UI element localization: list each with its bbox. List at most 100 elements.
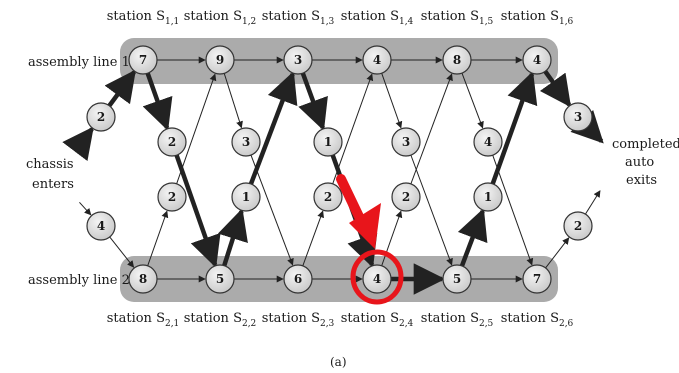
station-1-5-value: 8	[453, 53, 461, 67]
transfer-1-to-2-5-value: 4	[484, 135, 492, 149]
entry-cost-2-edge	[109, 236, 135, 268]
station-1-1-value: 7	[139, 53, 147, 67]
transfer-2-to-1-4-value: 2	[402, 190, 410, 204]
exit-cost-2-edge	[584, 190, 601, 215]
transfer-1-to-2-in-4	[381, 73, 403, 129]
station-1-1-circle	[128, 45, 158, 75]
transfer-1-to-2-2: 3	[231, 127, 261, 157]
station-1-6-value: 4	[533, 53, 541, 67]
transfer-1-to-2-4: 3	[391, 127, 421, 157]
assembly-line-1-band	[120, 38, 558, 84]
transfer-1-to-2-out-4	[410, 154, 453, 266]
station-label-2-3: station S2,3	[262, 311, 335, 329]
station-1-6-circle	[522, 45, 552, 75]
station-1-3: 3	[283, 45, 313, 75]
transfer-2-to-1-5-value: 1	[484, 190, 492, 204]
svg-text:exits: exits	[626, 173, 657, 188]
station-1-3-circle	[283, 45, 313, 75]
station-label-1-3: station S1,3	[262, 9, 335, 27]
transfer-2-to-1-out-2	[248, 71, 298, 185]
svg-text:chassis: chassis	[26, 157, 74, 172]
figure-caption: (a)	[330, 355, 347, 369]
transfer-2-to-1-out-3	[332, 73, 374, 184]
station-2-2-circle	[205, 264, 235, 294]
transfer-1-to-2-1-circle	[157, 127, 187, 157]
transfer-2-to-1-out-5	[490, 71, 538, 185]
station-2-1-value: 8	[139, 272, 147, 286]
station-1-3-value: 3	[294, 53, 302, 67]
station-2-6-value: 7	[533, 272, 541, 286]
transfer-2-to-1-2-circle	[231, 182, 261, 212]
station-1-4-value: 4	[373, 53, 381, 67]
station-2-1: 8	[128, 264, 158, 294]
exit-cost-line-2: 2	[563, 211, 593, 241]
station-2-5: 5	[442, 264, 472, 294]
node-layer: 7 8 9 5 3 6 4 4 8 5 4 7 2 2 3 1 1 2 3 2 4 1 2 4 3 2	[86, 45, 593, 294]
transfer-2-to-1-out-1	[176, 73, 217, 184]
station-label-1-5: station S1,5	[421, 9, 494, 27]
transfer-2-to-1-5-circle	[473, 182, 503, 212]
transfer-2-to-1-1-value: 2	[168, 190, 176, 204]
entry-to-line-2-edge	[79, 202, 92, 216]
transfer-1-to-2-3-value: 1	[324, 135, 332, 149]
transfer-1-to-2-out-1	[174, 154, 221, 268]
station-2-4-value: 4	[373, 272, 381, 286]
station-1-2: 9	[205, 45, 235, 75]
station-label-2-1: station S2,1	[107, 311, 180, 329]
line-1-to-exit-cost-edge	[539, 70, 572, 108]
transfer-2-to-1-3-circle	[313, 182, 343, 212]
transfer-2-to-1-in-5	[457, 208, 488, 267]
entry-cost-line-1: 2	[86, 102, 116, 132]
highlight-layer	[336, 174, 404, 305]
exit-cost-line-2-value: 2	[574, 219, 582, 233]
station-2-3-value: 6	[294, 272, 302, 286]
station-1-6: 4	[522, 45, 552, 75]
station-2-6: 7	[522, 264, 552, 294]
entry-cost-line-2: 4	[86, 211, 116, 241]
station-label-1-6: station S1,6	[501, 9, 574, 27]
entry-cost-line-1-value: 2	[97, 110, 105, 124]
transfer-1-to-2-out-5	[492, 155, 534, 266]
chassis-enters-label: chassis enters	[26, 157, 74, 192]
svg-text:auto: auto	[625, 155, 654, 170]
station-1-4-circle	[362, 45, 392, 75]
transfer-1-to-2-1-value: 2	[168, 135, 176, 149]
station-2-4: 4	[362, 264, 392, 294]
exit-cost-line-1-circle	[563, 102, 593, 132]
transfer-1-to-2-1: 2	[157, 127, 187, 157]
exit-cost-line-1-value: 3	[574, 110, 582, 124]
svg-text:enters: enters	[32, 177, 74, 192]
station-label-1-4: station S1,4	[341, 9, 414, 27]
entry-cost-line-1-circle	[86, 102, 116, 132]
transfer-2-to-1-3-value: 2	[324, 190, 332, 204]
transfer-1-to-2-out-2	[250, 154, 294, 266]
transfer-2-to-1-2: 1	[231, 182, 261, 212]
transfer-1-to-2-in-3	[298, 72, 328, 131]
transfer-1-to-2-4-value: 3	[402, 135, 410, 149]
svg-text:completed: completed	[612, 137, 679, 152]
station-2-5-value: 5	[453, 272, 461, 286]
transfer-2-to-1-1-circle	[157, 182, 187, 212]
exit-cost-line-2-circle	[563, 211, 593, 241]
transfer-1-to-2-5-circle	[473, 127, 503, 157]
transfer-1-to-2-3-circle	[313, 127, 343, 157]
transfer-2-to-1-in-1	[147, 210, 169, 266]
station-1-5-circle	[442, 45, 472, 75]
station-label-2-4: station S2,4	[341, 311, 414, 329]
station-1-2-value: 9	[216, 53, 224, 67]
assembly-line-1-label: assembly line 1	[28, 55, 130, 70]
transfer-1-to-2-in-5	[461, 72, 484, 129]
station-2-5-circle	[442, 264, 472, 294]
transfer-1-to-2-2-circle	[231, 127, 261, 157]
transfer-2-to-1-4-circle	[391, 182, 421, 212]
station-1-2-circle	[205, 45, 235, 75]
entry-cost-1-edge	[104, 69, 136, 108]
station-2-4-circle	[362, 264, 392, 294]
station-label-1-2: station S1,2	[184, 9, 257, 27]
transfer-1-to-2-in-2	[223, 73, 243, 129]
line-2-to-exit-cost-edge	[545, 237, 570, 269]
transfer-1-to-2-4-circle	[391, 127, 421, 157]
station-1-1: 7	[128, 45, 158, 75]
entry-to-line-1-edge	[62, 126, 94, 162]
